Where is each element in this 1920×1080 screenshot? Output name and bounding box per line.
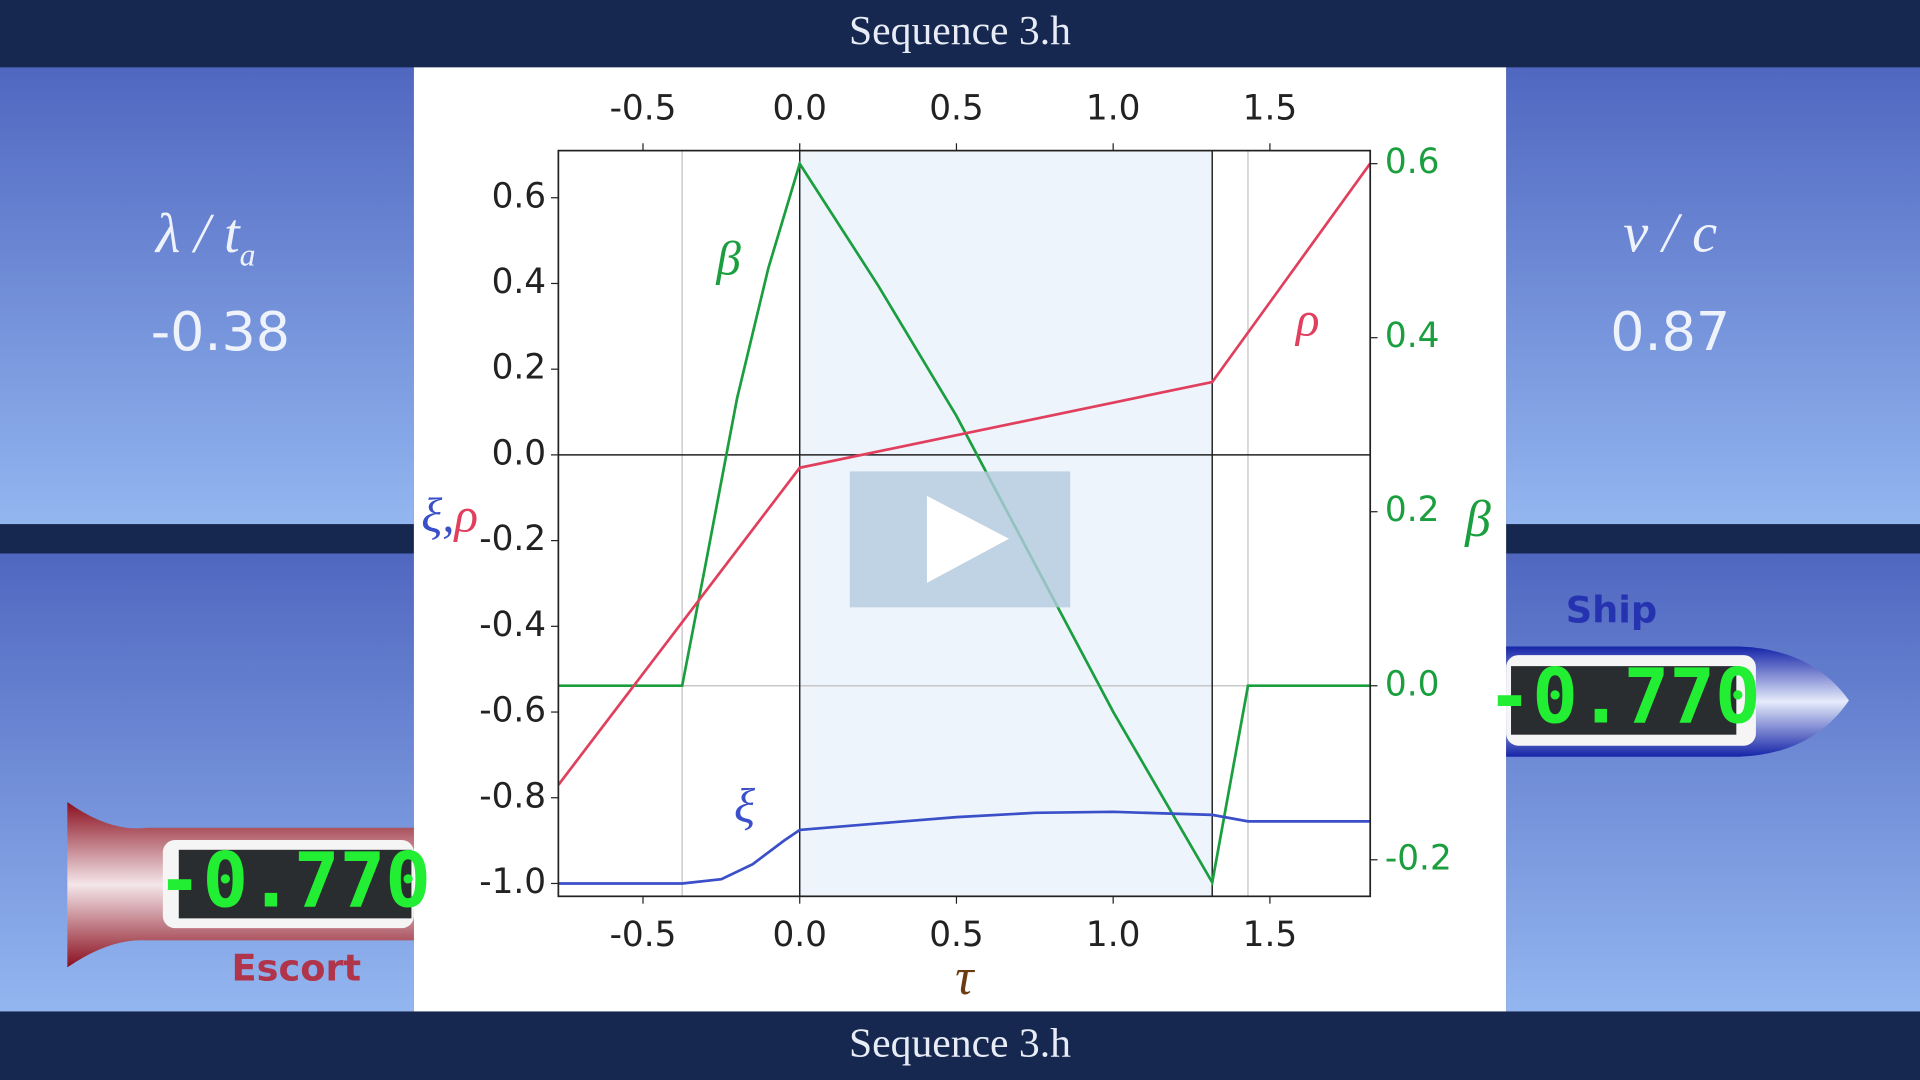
escort-counter-value: -0.770 [157, 836, 431, 924]
right-bottom-panel [1506, 553, 1920, 1012]
x-axis-label: τ [955, 949, 975, 1006]
y-axis-label-part: ξ, [421, 488, 454, 543]
left-label: λ / ta [154, 203, 256, 273]
footer-title: Sequence 3.h [849, 1020, 1071, 1066]
x-tick-label: 0.5 [929, 915, 984, 955]
y-tick-label: -0.6 [479, 691, 546, 731]
y2-tick-label: 0.4 [1385, 316, 1440, 356]
left-bottom-panel [0, 553, 414, 1012]
play-icon[interactable] [926, 495, 1009, 583]
series-line [558, 810, 1371, 885]
x-tick-label: 1.5 [1243, 915, 1298, 955]
x-tick-label-top: 1.5 [1243, 89, 1298, 129]
right-value: 0.87 [1610, 300, 1730, 363]
x-tick-label-top: 1.0 [1086, 89, 1141, 129]
y2-tick-label: -0.2 [1385, 838, 1452, 878]
x-tick-label-top: 0.0 [772, 89, 827, 129]
y2-tick-label: 0.6 [1385, 142, 1440, 182]
left-label-main: λ / t [154, 203, 241, 265]
plot-frame [557, 149, 1372, 898]
x-tick-label: 1.0 [1086, 915, 1141, 955]
right-label: v / c [1623, 203, 1717, 265]
ship-counter [1511, 666, 1737, 735]
series-label: ξ [734, 778, 755, 833]
series-line [558, 160, 1371, 887]
left-top-panel [0, 67, 414, 525]
y-tick-label: 0.4 [492, 262, 547, 302]
y2-tick-label: 0.2 [1385, 490, 1440, 530]
header-title: Sequence 3.h [849, 8, 1071, 54]
ship-label: Ship [1566, 589, 1657, 632]
escort-label: Escort [232, 946, 362, 989]
y2-axis-label: β [1464, 491, 1491, 548]
x-tick-label: -0.5 [610, 915, 677, 955]
y-tick-label: -0.4 [479, 605, 546, 645]
right-top-panel [1506, 67, 1920, 525]
left-label-sub: a [240, 238, 256, 273]
x-tick-label: 0.0 [772, 915, 827, 955]
ship-counter-value: -0.770 [1487, 653, 1761, 741]
x-tick-label-top: -0.5 [610, 89, 677, 129]
y-axis-label: ξ,ρ [421, 488, 478, 543]
x-tick-label-top: 0.5 [929, 89, 984, 129]
y-tick-label: 0.0 [492, 433, 547, 473]
escort-counter [178, 849, 412, 919]
y-tick-label: -1.0 [479, 862, 546, 902]
y-tick-label: 0.6 [492, 176, 547, 216]
y-tick-label: -0.8 [479, 776, 546, 816]
left-value: -0.38 [151, 300, 290, 363]
y2-tick-label: 0.0 [1385, 664, 1440, 704]
play-button[interactable] [849, 471, 1071, 608]
y-axis-label-part: ρ [452, 488, 478, 543]
y-tick-label: 0.2 [492, 348, 547, 388]
series-label: ρ [1294, 292, 1320, 347]
series-line [557, 162, 1372, 786]
y-tick-label: -0.2 [479, 519, 546, 559]
series-label: β [715, 230, 741, 285]
